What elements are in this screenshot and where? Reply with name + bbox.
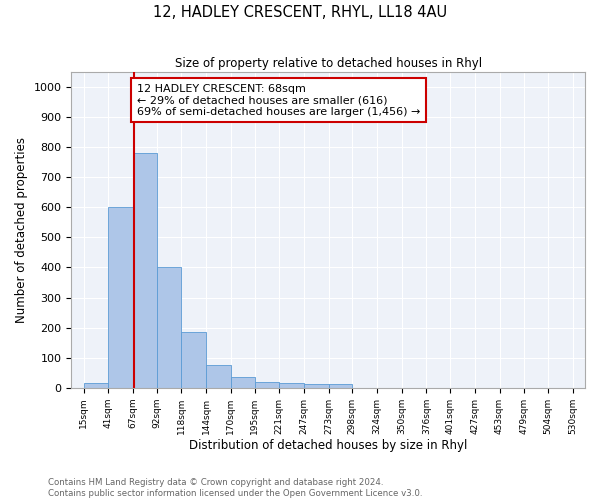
Text: 12, HADLEY CRESCENT, RHYL, LL18 4AU: 12, HADLEY CRESCENT, RHYL, LL18 4AU bbox=[153, 5, 447, 20]
Y-axis label: Number of detached properties: Number of detached properties bbox=[15, 137, 28, 323]
Bar bbox=[157, 268, 181, 388]
Bar bbox=[181, 332, 206, 388]
Title: Size of property relative to detached houses in Rhyl: Size of property relative to detached ho… bbox=[175, 58, 482, 70]
Bar bbox=[109, 207, 133, 388]
Bar bbox=[133, 153, 157, 388]
Bar bbox=[304, 384, 329, 388]
Bar bbox=[279, 384, 304, 388]
Bar bbox=[231, 378, 254, 388]
X-axis label: Distribution of detached houses by size in Rhyl: Distribution of detached houses by size … bbox=[189, 440, 467, 452]
Text: Contains HM Land Registry data © Crown copyright and database right 2024.
Contai: Contains HM Land Registry data © Crown c… bbox=[48, 478, 422, 498]
Bar bbox=[329, 384, 352, 388]
Bar bbox=[254, 382, 279, 388]
Bar bbox=[83, 384, 109, 388]
Text: 12 HADLEY CRESCENT: 68sqm
← 29% of detached houses are smaller (616)
69% of semi: 12 HADLEY CRESCENT: 68sqm ← 29% of detac… bbox=[137, 84, 420, 117]
Bar bbox=[206, 366, 231, 388]
